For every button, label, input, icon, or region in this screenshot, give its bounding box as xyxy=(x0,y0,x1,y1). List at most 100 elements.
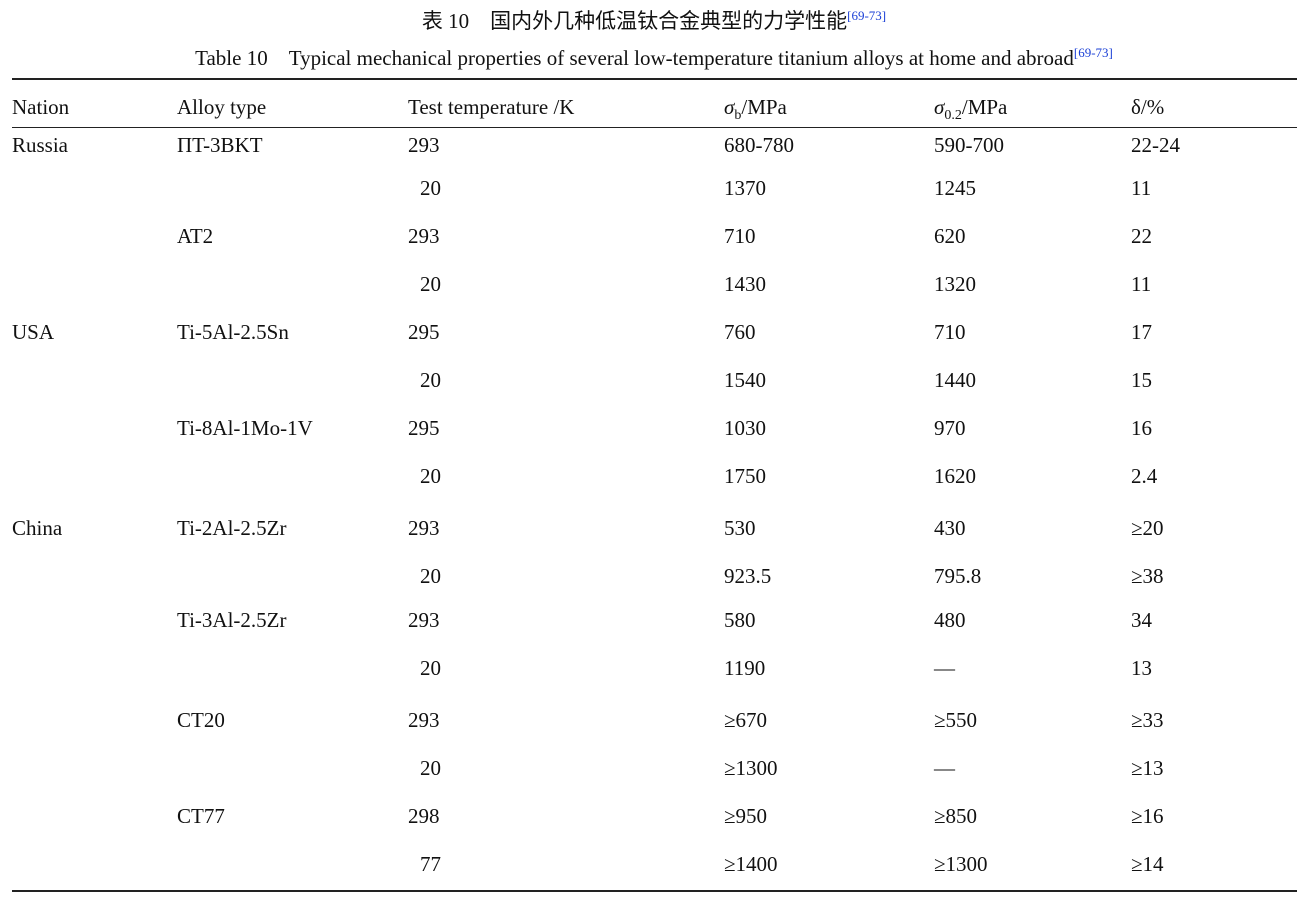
cell-s02: 620 xyxy=(934,224,966,248)
cell-s02: 1245 xyxy=(934,176,976,200)
cell-sb: ≥950 xyxy=(724,804,768,828)
cell-d: 11 xyxy=(1131,176,1152,200)
cell-nation: China xyxy=(12,516,63,540)
table-row: 20 1540 1440 15 xyxy=(0,368,1308,394)
cell-d: 15 xyxy=(1131,368,1152,392)
cell-s02: ≥550 xyxy=(934,708,978,732)
cell-temp: 293 xyxy=(408,224,440,248)
cell-alloy: CT77 xyxy=(177,804,225,828)
cell-temp: 293 xyxy=(408,516,440,540)
cell-sb: 1540 xyxy=(724,368,766,392)
cell-alloy: Ti-5Al-2.5Sn xyxy=(177,320,289,344)
cell-temp: 20 xyxy=(420,272,441,296)
table-row: Ti-8Al-1Mo-1V 295 1030 970 16 xyxy=(0,416,1308,442)
top-rule xyxy=(12,78,1297,80)
cell-d: 16 xyxy=(1131,416,1152,440)
bottom-rule xyxy=(12,890,1297,892)
table-row: 20 1190 — 13 xyxy=(0,656,1308,682)
cell-sb: 580 xyxy=(724,608,756,632)
header-delta: δ/% xyxy=(1131,95,1165,119)
cell-s02: 430 xyxy=(934,516,966,540)
cell-sb: 710 xyxy=(724,224,756,248)
cell-d: 17 xyxy=(1131,320,1152,344)
cell-sb: 1190 xyxy=(724,656,766,680)
cell-s02: ≥850 xyxy=(934,804,978,828)
cell-temp: 295 xyxy=(408,416,440,440)
cell-alloy: Ti-3Al-2.5Zr xyxy=(177,608,287,632)
cell-temp: 293 xyxy=(408,133,440,157)
table-row: 20 1430 1320 11 xyxy=(0,272,1308,298)
cell-d: ≥33 xyxy=(1131,708,1164,732)
cell-alloy: Ti-2Al-2.5Zr xyxy=(177,516,287,540)
table-row: USA Ti-5Al-2.5Sn 295 760 710 17 xyxy=(0,320,1308,346)
caption-english-text: Table 10 Typical mechanical properties o… xyxy=(195,46,1074,70)
table-header: Nation Alloy type Test temperature /K σb… xyxy=(0,95,1308,124)
cell-temp: 77 xyxy=(420,852,441,876)
caption-chinese: 表 10 国内外几种低温钛合金典型的力学性能[69-73] xyxy=(0,5,1308,35)
cell-d: 13 xyxy=(1131,656,1152,680)
table-row: 20 923.5 795.8 ≥38 xyxy=(0,564,1308,590)
cell-d: 11 xyxy=(1131,272,1152,296)
caption-chinese-text: 表 10 国内外几种低温钛合金典型的力学性能 xyxy=(421,9,848,33)
cell-s02: 480 xyxy=(934,608,966,632)
cell-sb: 1750 xyxy=(724,464,766,488)
caption-english: Table 10 Typical mechanical properties o… xyxy=(0,42,1308,72)
table-row: CT77 298 ≥950 ≥850 ≥16 xyxy=(0,804,1308,830)
cell-temp: 293 xyxy=(408,608,440,632)
cell-alloy: Ti-8Al-1Mo-1V xyxy=(177,416,313,440)
cell-sb: ≥670 xyxy=(724,708,768,732)
cell-d: ≥16 xyxy=(1131,804,1164,828)
cell-s02: 970 xyxy=(934,416,966,440)
cell-s02: — xyxy=(934,656,955,680)
header-sigma-b: σb/MPa xyxy=(724,95,787,124)
citation-link[interactable]: [69-73] xyxy=(1073,45,1113,60)
cell-s02: 1440 xyxy=(934,368,976,392)
cell-temp: 20 xyxy=(420,564,441,588)
cell-temp: 20 xyxy=(420,656,441,680)
table-row: AT2 293 710 620 22 xyxy=(0,224,1308,250)
cell-d: 22 xyxy=(1131,224,1152,248)
cell-s02: 795.8 xyxy=(934,564,982,588)
cell-sb: ≥1300 xyxy=(724,756,778,780)
cell-sb: ≥1400 xyxy=(724,852,778,876)
cell-temp: 298 xyxy=(408,804,440,828)
cell-sb: 680-780 xyxy=(724,133,794,157)
cell-d: 34 xyxy=(1131,608,1152,632)
cell-d: ≥14 xyxy=(1131,852,1164,876)
cell-sb: 1370 xyxy=(724,176,766,200)
cell-d: ≥20 xyxy=(1131,516,1164,540)
cell-sb: 760 xyxy=(724,320,756,344)
cell-temp: 293 xyxy=(408,708,440,732)
cell-alloy: AT2 xyxy=(177,224,214,248)
cell-sb: 1030 xyxy=(724,416,766,440)
cell-s02: — xyxy=(934,756,955,780)
cell-alloy: CT20 xyxy=(177,708,225,732)
table-row: China Ti-2Al-2.5Zr 293 530 430 ≥20 xyxy=(0,516,1308,542)
cell-temp: 20 xyxy=(420,756,441,780)
header-rule xyxy=(12,127,1297,128)
cell-d: ≥13 xyxy=(1131,756,1164,780)
cell-temp: 20 xyxy=(420,368,441,392)
cell-s02: 590-700 xyxy=(934,133,1004,157)
cell-temp: 295 xyxy=(408,320,440,344)
table-row: CT20 293 ≥670 ≥550 ≥33 xyxy=(0,708,1308,734)
table-row: 20 1750 1620 2.4 xyxy=(0,464,1308,490)
table-row: Russia ΠT-3BKT 293 680-780 590-700 22-24 xyxy=(0,133,1308,159)
citation-link[interactable]: [69-73] xyxy=(847,8,887,23)
cell-sb: 923.5 xyxy=(724,564,772,588)
cell-nation: Russia xyxy=(12,133,69,157)
cell-s02: 1320 xyxy=(934,272,976,296)
cell-s02: 1620 xyxy=(934,464,976,488)
cell-sb: 530 xyxy=(724,516,756,540)
cell-temp: 20 xyxy=(420,176,441,200)
table-row: 20 1370 1245 11 xyxy=(0,176,1308,202)
header-alloy: Alloy type xyxy=(177,95,267,119)
cell-sb: 1430 xyxy=(724,272,766,296)
cell-d: 2.4 xyxy=(1131,464,1158,488)
cell-nation: USA xyxy=(12,320,55,344)
table-row: 20 ≥1300 — ≥13 xyxy=(0,756,1308,782)
table-row: 77 ≥1400 ≥1300 ≥14 xyxy=(0,852,1308,878)
header-nation: Nation xyxy=(12,95,70,119)
table-row: Ti-3Al-2.5Zr 293 580 480 34 xyxy=(0,608,1308,634)
cell-d: 22-24 xyxy=(1131,133,1180,157)
